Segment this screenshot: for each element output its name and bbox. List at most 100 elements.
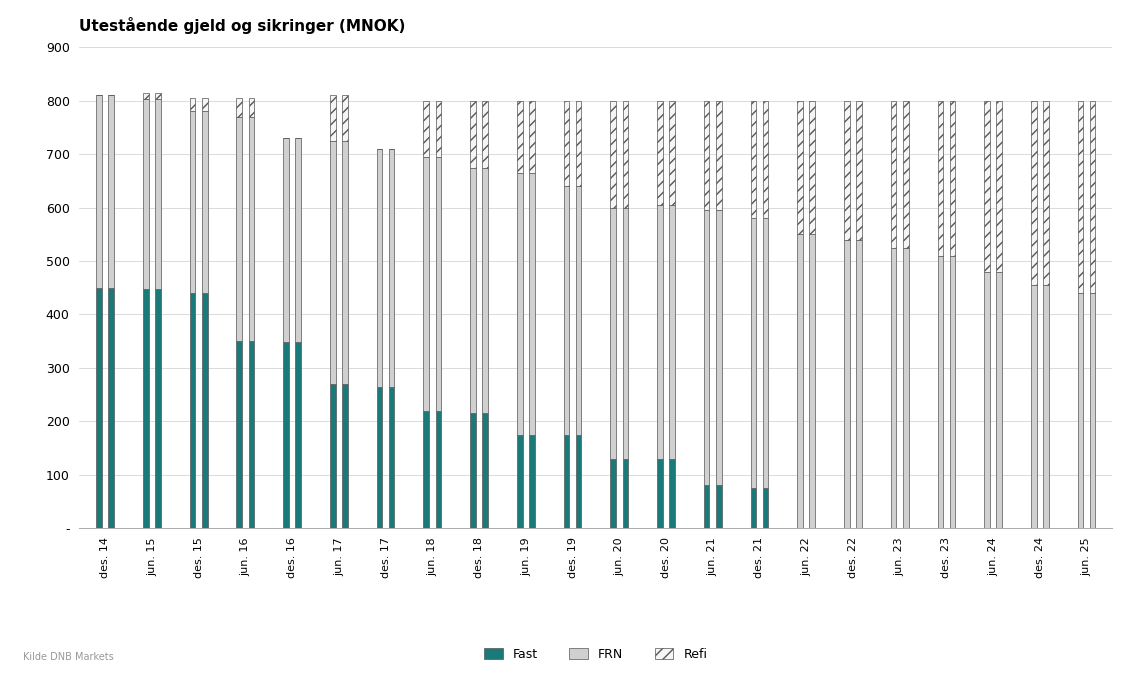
Bar (716, 485, 722, 528)
Bar (763, 488, 768, 528)
Bar (1043, 101, 1049, 285)
Bar (330, 95, 336, 141)
Bar (704, 101, 709, 211)
Bar (670, 205, 675, 458)
Bar (622, 101, 628, 208)
Bar (704, 211, 709, 485)
Bar (670, 458, 675, 528)
Bar (284, 138, 288, 342)
Bar (284, 342, 288, 528)
Bar (564, 435, 570, 528)
Bar (1090, 293, 1095, 528)
Bar (529, 435, 535, 528)
Bar (950, 101, 956, 256)
Bar (342, 384, 347, 528)
Bar (938, 256, 943, 528)
Bar (950, 256, 956, 528)
Bar (377, 149, 382, 387)
Bar (389, 387, 395, 528)
Bar (190, 98, 195, 112)
Bar (750, 101, 756, 218)
Bar (377, 387, 382, 528)
Bar (330, 384, 336, 528)
Bar (249, 341, 254, 528)
Bar (657, 101, 663, 205)
Bar (750, 488, 756, 528)
Bar (423, 410, 429, 528)
Bar (236, 117, 242, 341)
Bar (750, 218, 756, 488)
Bar (704, 485, 709, 528)
Bar (470, 167, 476, 413)
Bar (249, 117, 254, 341)
Bar (96, 288, 102, 528)
Bar (611, 208, 616, 458)
Bar (575, 186, 581, 435)
Bar (1031, 101, 1036, 285)
Bar (109, 288, 114, 528)
Bar (856, 240, 861, 528)
Bar (903, 248, 908, 528)
Bar (295, 342, 301, 528)
Bar (1043, 285, 1049, 528)
Bar (482, 167, 488, 413)
Bar (622, 208, 628, 458)
Bar (763, 218, 768, 488)
Bar (575, 101, 581, 186)
Bar (529, 173, 535, 435)
Bar (1090, 101, 1095, 293)
Bar (809, 101, 815, 234)
Text: Utestående gjeld og sikringer (MNOK): Utestående gjeld og sikringer (MNOK) (79, 17, 406, 34)
Bar (763, 101, 768, 218)
Bar (143, 289, 149, 528)
Bar (155, 93, 161, 99)
Bar (202, 112, 208, 293)
Bar (190, 112, 195, 293)
Bar (190, 293, 195, 528)
Bar (342, 95, 347, 141)
Bar (143, 93, 149, 99)
Bar (844, 240, 850, 528)
Bar (903, 101, 908, 248)
Bar (155, 289, 161, 528)
Bar (96, 95, 102, 288)
Bar (295, 138, 301, 342)
Bar (611, 101, 616, 208)
Bar (342, 141, 347, 384)
Bar (330, 141, 336, 384)
Bar (564, 101, 570, 186)
Bar (389, 149, 395, 387)
Bar (856, 101, 861, 240)
Bar (844, 101, 850, 240)
Bar (155, 99, 161, 289)
Bar (482, 413, 488, 528)
Bar (202, 293, 208, 528)
Bar (716, 211, 722, 485)
Bar (436, 101, 442, 157)
Bar (622, 458, 628, 528)
Bar (470, 101, 476, 167)
Bar (670, 101, 675, 205)
Bar (236, 341, 242, 528)
Bar (470, 413, 476, 528)
Bar (984, 271, 990, 528)
Bar (797, 234, 802, 528)
Bar (482, 101, 488, 167)
Text: Kilde DNB Markets: Kilde DNB Markets (23, 652, 114, 662)
Bar (797, 101, 802, 234)
Bar (143, 99, 149, 289)
Bar (997, 271, 1002, 528)
Bar (809, 234, 815, 528)
Bar (423, 157, 429, 410)
Legend: Fast, FRN, Refi: Fast, FRN, Refi (479, 643, 713, 666)
Bar (516, 101, 522, 173)
Bar (109, 95, 114, 288)
Bar (236, 98, 242, 117)
Bar (436, 410, 442, 528)
Bar (1078, 293, 1083, 528)
Bar (516, 173, 522, 435)
Bar (529, 101, 535, 173)
Bar (997, 101, 1002, 271)
Bar (891, 101, 897, 248)
Bar (436, 157, 442, 410)
